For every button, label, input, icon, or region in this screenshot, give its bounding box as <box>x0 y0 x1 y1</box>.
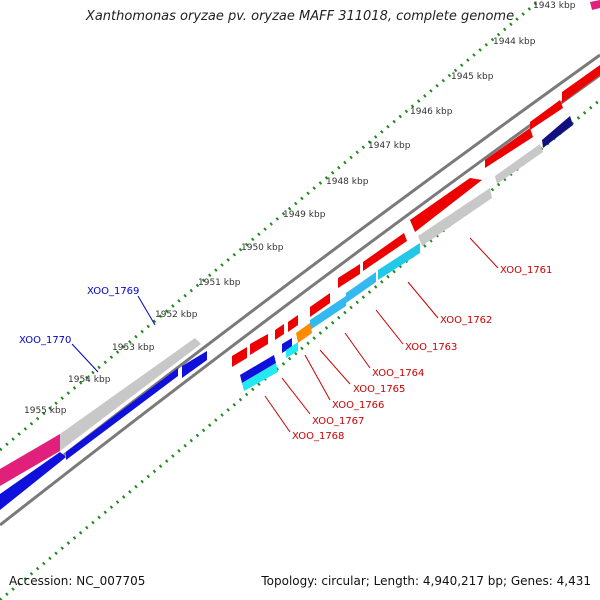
kbp-label: 1951 kbp <box>198 278 241 288</box>
leader-line <box>469 237 499 269</box>
leader-line <box>407 281 439 319</box>
leader-line <box>375 309 404 345</box>
gene-label-xoo-1769[interactable]: XOO_1769 <box>87 286 139 297</box>
gene-feature-red-9[interactable] <box>275 324 284 340</box>
kbp-labels: 1943 kbp 1944 kbp 1945 kbp 1946 kbp 1947… <box>24 1 576 416</box>
gene-feature-grey-1[interactable] <box>418 188 492 246</box>
gene-label-xoo-1767[interactable]: XOO_1767 <box>312 416 364 427</box>
gene-feature-cyan-1[interactable] <box>378 243 420 280</box>
leader-line <box>281 377 311 415</box>
gene-feature-cyan-2[interactable] <box>346 272 376 303</box>
gene-labels-blue: XOO_1769 XOO_1770 <box>19 286 156 373</box>
gene-label-xoo-1762[interactable]: XOO_1762 <box>440 315 492 326</box>
leader-line <box>319 349 351 385</box>
leader-line <box>304 354 331 401</box>
topology-summary: Topology: circular; Length: 4,940,217 bp… <box>261 574 591 588</box>
kbp-label: 1945 kbp <box>451 72 494 82</box>
gene-feature-red-big[interactable] <box>410 178 482 232</box>
leader-line <box>264 395 291 433</box>
map-title: Xanthomonas oryzae pv. oryzae MAFF 31101… <box>85 9 515 24</box>
gene-label-xoo-1763[interactable]: XOO_1763 <box>405 342 457 353</box>
accession-text: Accession: NC_007705 <box>9 574 146 588</box>
gene-feature-grey-2[interactable] <box>495 144 543 184</box>
gene-feature-orange[interactable] <box>296 323 312 343</box>
gene-feature-navy[interactable] <box>542 116 573 148</box>
gene-feature-magenta[interactable] <box>0 434 60 486</box>
gene-feature-red-3[interactable] <box>530 100 563 130</box>
kbp-label: 1944 kbp <box>493 37 536 47</box>
gene-feature-blue-2[interactable] <box>66 368 178 460</box>
kbp-label: 1950 kbp <box>241 243 284 253</box>
gene-feature-red-5[interactable] <box>363 233 407 271</box>
gene-feature-blue-small[interactable] <box>282 338 292 353</box>
gene-feature-cyan-3[interactable] <box>310 296 346 330</box>
backbone-inner <box>0 73 600 527</box>
gene-labels-red: XOO_1761 XOO_1762 XOO_1763 XOO_1764 XOO_… <box>264 237 552 442</box>
leader-line <box>344 332 371 369</box>
gene-label-xoo-1766[interactable]: XOO_1766 <box>332 400 384 411</box>
gene-feature-blue-3[interactable] <box>182 351 207 378</box>
gene-feature-grey-left[interactable] <box>60 338 201 451</box>
kbp-label: 1947 kbp <box>368 141 411 151</box>
gene-feature-red-6[interactable] <box>338 264 360 288</box>
gene-feature-magenta-corner[interactable] <box>590 0 600 10</box>
gene-feature-red-7[interactable] <box>310 293 330 317</box>
kbp-label: 1948 kbp <box>326 177 369 187</box>
kbp-label: 1954 kbp <box>68 375 111 385</box>
gene-label-xoo-1761[interactable]: XOO_1761 <box>500 265 552 276</box>
gene-label-xoo-1765[interactable]: XOO_1765 <box>353 384 405 395</box>
gene-feature-red-4[interactable] <box>562 65 600 103</box>
gene-label-xoo-1764[interactable]: XOO_1764 <box>372 368 424 379</box>
gene-feature-red-10[interactable] <box>250 334 268 355</box>
kbp-label: 1953 kbp <box>112 343 155 353</box>
gene-label-xoo-1770[interactable]: XOO_1770 <box>19 335 71 346</box>
kbp-label: 1955 kbp <box>24 406 67 416</box>
kbp-label: 1952 kbp <box>155 310 198 320</box>
gene-features <box>0 0 600 510</box>
gene-label-xoo-1768[interactable]: XOO_1768 <box>292 431 344 442</box>
gene-feature-red-11[interactable] <box>232 347 247 367</box>
gene-feature-blue-4[interactable] <box>240 355 276 383</box>
gene-feature-red-2[interactable] <box>485 128 533 168</box>
leader-line <box>71 343 99 373</box>
kbp-label: 1949 kbp <box>283 210 326 220</box>
gene-feature-blue-1[interactable] <box>0 452 66 510</box>
gene-feature-cyan-5[interactable] <box>242 363 278 391</box>
kbp-label: 1946 kbp <box>410 107 453 117</box>
gene-feature-cyan-4[interactable] <box>286 342 298 358</box>
leader-line <box>137 295 156 326</box>
gene-feature-red-8[interactable] <box>288 315 298 332</box>
inner-scale-line <box>0 98 600 600</box>
kbp-label: 1943 kbp <box>533 1 576 11</box>
